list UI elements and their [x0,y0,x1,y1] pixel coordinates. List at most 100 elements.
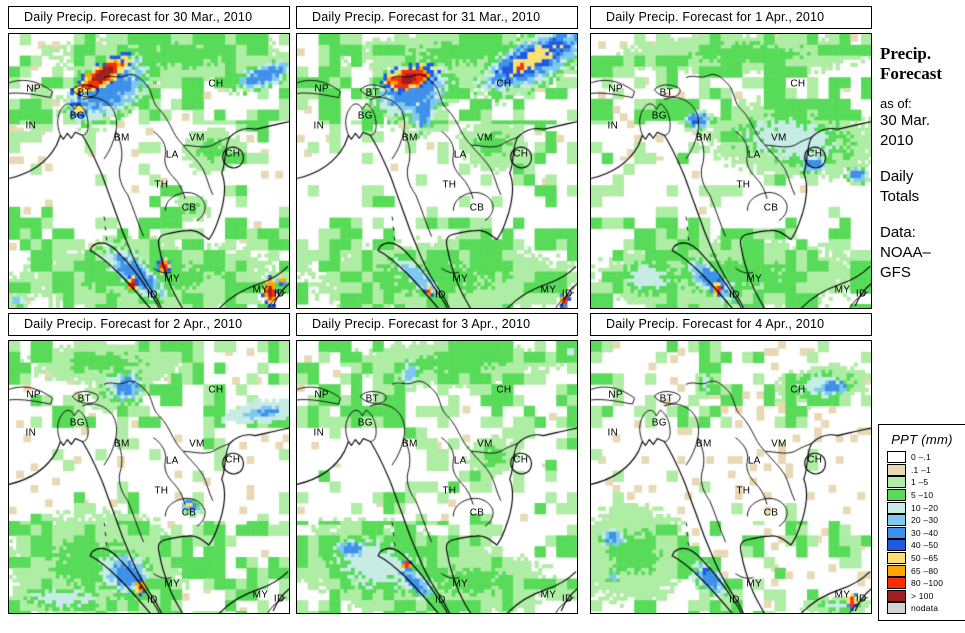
map-label-id: ID [273,593,285,605]
map-label-id: ID [273,288,285,300]
legend-swatch [887,489,906,502]
map-label-np: NP [314,83,329,95]
sidebar-asof-label: as of: [880,96,912,111]
sidebar-heading-line2: Forecast [880,64,942,83]
legend-row: 40 –50 [879,539,965,552]
map-canvas [591,341,871,613]
panel-title: Daily Precip. Forecast for 2 Apr., 2010 [8,313,290,336]
map-label-np: NP [26,389,41,401]
map-label-bg: BG [651,110,667,122]
map-label-cb: CB [763,507,779,519]
map-label-bg: BG [357,417,373,429]
legend-swatch [887,577,906,590]
map-label-in: IN [313,120,325,132]
map-label-ch: CH [208,384,224,396]
map-label-id: ID [729,594,740,606]
map-label-bt: BT [365,87,380,99]
map-label-id: ID [855,288,867,300]
map-canvas [297,341,577,613]
map-label-bm: BM [696,438,712,450]
map-label-cb: CB [469,507,485,519]
map-label-my: MY [834,589,851,601]
legend-label: 40 –50 [911,540,939,551]
map-label-bt: BT [77,87,92,99]
legend-swatch [887,463,906,476]
legend-row: 5 –10 [879,489,965,502]
legend-label: 1 –5 [911,477,929,488]
map-label-id: ID [147,594,158,606]
map-label-my: MY [834,284,851,296]
map-label-bt: BT [659,87,674,99]
map-label-bm: BM [696,132,712,144]
map-label-th: TH [154,179,169,191]
map-label-my: MY [164,578,181,590]
panel-title: Daily Precip. Forecast for 3 Apr., 2010 [296,313,578,336]
map-label-in: IN [607,120,619,132]
legend-swatch [887,602,906,615]
map-label-cb: CB [181,202,197,214]
legend-swatch [887,476,906,489]
map-label-th: TH [442,179,457,191]
legend-row: .1 –1 [879,463,965,477]
map-label-id: ID [729,289,740,301]
forecast-map: NP IN BT BG BM CH VM LA CH TH CB MY MY ID ID [8,33,290,309]
map-label-bm: BM [402,132,418,144]
map-label-np: NP [608,389,623,401]
map-label-bt: BT [659,393,674,405]
forecast-map: NP IN BT BG BM CH VM LA CH TH CB MY MY ID ID [296,340,578,614]
legend-label: > 100 [911,590,934,601]
map-label-bg: BG [651,417,667,429]
map-label-np: NP [314,389,329,401]
map-label-la: LA [747,149,761,161]
legend-label: 80 –100 [911,578,944,589]
map-label-cb: CB [469,202,485,214]
map-label-cb: CB [181,507,197,519]
map-label-bg: BG [69,110,85,122]
map-label-bg: BG [69,417,85,429]
legend-label: 0 –.1 [911,452,931,463]
sidebar-data-label: Data: [880,224,916,241]
map-label-ch: CH [225,454,241,466]
legend-swatch [887,451,906,464]
legend-row: 80 –100 [879,577,965,590]
legend-row: nodata [879,602,965,615]
map-canvas [297,34,577,308]
panel-title: Daily Precip. Forecast for 4 Apr., 2010 [590,313,872,336]
forecast-panel-2: Daily Precip. Forecast for 31 Mar., 2010… [296,6,578,309]
sidebar-date-line2: 2010 [880,132,914,149]
forecast-panel-5: Daily Precip. Forecast for 3 Apr., 2010 … [296,313,578,614]
sidebar-totals-line2: Totals [880,188,920,205]
map-label-la: LA [165,149,179,161]
map-label-id: ID [147,289,158,301]
legend-row: > 100 [879,589,965,603]
map-label-vm: VM [771,438,787,450]
legend-label: 5 –10 [911,490,934,501]
legend-swatch [887,501,906,514]
map-label-ch: CH [513,148,529,160]
map-label-in: IN [25,427,37,439]
legend-title: PPT (mm) [891,432,953,447]
legend-row: 20 –30 [879,514,965,527]
legend-label: 20 –30 [911,515,939,526]
sidebar-source-line1: NOAA– [880,244,931,261]
map-label-ch: CH [790,384,806,396]
map-label-my: MY [252,284,269,296]
forecast-map: NP IN BT BG BM CH VM LA CH TH CB MY MY ID ID [8,340,290,614]
map-canvas [591,34,871,308]
map-label-bt: BT [77,393,92,405]
map-label-th: TH [442,485,457,497]
map-label-my: MY [746,578,763,590]
forecast-map: NP IN BT BG BM CH VM LA CH TH CB MY MY ID ID [296,33,578,309]
map-label-th: TH [736,485,751,497]
map-label-id: ID [435,594,446,606]
map-label-bt: BT [365,393,380,405]
map-label-th: TH [154,485,169,497]
map-canvas [9,34,289,308]
map-label-ch: CH [496,384,512,396]
map-label-my: MY [540,589,557,601]
map-label-la: LA [165,455,179,467]
legend-label: .1 –1 [911,464,931,475]
map-label-id: ID [855,593,867,605]
legend-label: 30 –40 [911,527,939,538]
legend-row: 1 –5 [879,476,965,489]
